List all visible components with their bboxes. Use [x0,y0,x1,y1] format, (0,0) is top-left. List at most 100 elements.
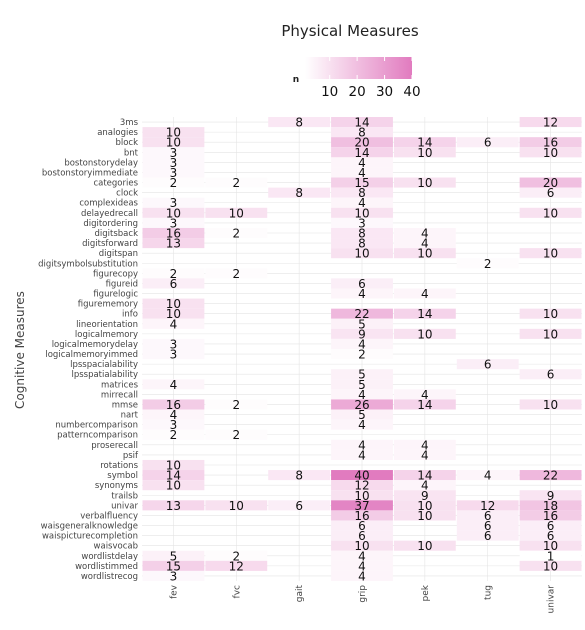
heatmap-cell [142,278,205,289]
heatmap-cell [331,338,393,349]
cell-value-label: 6 [547,529,555,543]
heatmap-cell [519,137,582,148]
cell-value-label: 8 [358,237,366,251]
y-tick-label: lpsspatialability [71,370,138,380]
heatmap-cell [331,500,393,511]
heatmap-cell [519,550,582,561]
heatmap-cell [331,308,393,319]
cell-value-label: 9 [358,327,366,341]
y-tick-label: bostonstorydelay [64,158,138,168]
y-tick-label: waispicturecompletion [42,532,138,542]
cell-value-label: 18 [543,499,558,513]
heatmap-cell [393,399,456,410]
y-tick-label: figurelogic [93,290,138,300]
heatmap-cell [142,308,205,319]
heatmap-cell [331,137,393,148]
cell-value-label: 8 [358,186,366,200]
cell-value-label: 10 [543,327,558,341]
x-tick-label: fvc [232,585,242,598]
heatmap-cell [331,480,393,491]
cell-value-label: 10 [417,146,432,160]
cell-value-label: 6 [484,509,492,523]
y-axis-title: Cognitive Measures [13,291,27,409]
heatmap-cell [331,530,393,541]
heatmap-cell [142,197,205,208]
heatmap-cell [331,389,393,400]
heatmap-cell [142,429,205,440]
heatmap-cell [519,470,582,481]
cell-value-label: 4 [484,469,492,483]
heatmap-cell [456,470,519,481]
heatmap-cell [331,470,393,481]
heatmap-cell [393,470,456,481]
heatmap-cell [205,268,268,279]
y-tick-label: digitsymbolsubstitution [38,259,138,269]
x-tick-label: grip [358,585,368,603]
cell-value-label: 6 [358,277,366,291]
heatmap-cell [142,470,205,481]
cell-value-label: 1 [547,549,555,563]
heatmap-cell [331,318,393,329]
heatmap-cell [393,147,456,158]
cell-value-label: 16 [543,509,558,523]
y-tick-label: lineorientation [76,320,138,330]
y-tick-label: digitsforward [82,239,138,249]
y-tick-label: synonyms [95,481,139,491]
cell-value-label: 3 [170,569,178,583]
heatmap-cell [142,338,205,349]
heatmap-cell [331,379,393,390]
heatmap-cell [331,520,393,531]
y-tick-label: bostonstoryimmediate [42,168,138,178]
cell-value-label: 8 [295,469,303,483]
cell-value-label: 6 [547,186,555,200]
y-axis-ticks: 3msanalogiesblockbntbostonstorydelaybost… [38,118,139,582]
cell-value-label: 8 [358,227,366,241]
x-tick-label: gait [295,585,305,603]
y-tick-label: bnt [124,148,139,158]
cell-value-label: 6 [547,519,555,533]
y-tick-label: figureid [106,279,138,289]
cell-value-label: 3 [170,166,178,180]
heatmap-cell [142,379,205,390]
heatmap-cell [205,500,268,511]
cell-value-label: 10 [417,247,432,261]
cell-value-label: 6 [358,529,366,543]
cell-value-label: 10 [417,539,432,553]
cell-value-label: 2 [232,428,240,442]
cell-value-label: 3 [170,337,178,351]
heatmap-cell [393,389,456,400]
cell-value-label: 10 [543,559,558,573]
heatmap-cell [331,157,393,168]
heatmap-cell [205,429,268,440]
cell-value-label: 6 [170,277,178,291]
heatmap-cell [519,248,582,259]
cell-value-label: 10 [417,499,432,513]
heatmap-cell [142,399,205,410]
cell-value-label: 10 [543,307,558,321]
cell-value-label: 10 [354,206,369,220]
heatmap-cell [268,500,331,511]
legend-title: n [293,75,299,85]
heatmap-cell [456,137,519,148]
y-tick-label: info [122,310,138,320]
y-tick-label: logicalmemory [75,330,138,340]
cell-value-label: 14 [354,116,369,130]
cell-value-label: 5 [170,549,178,563]
heatmap-cell [331,197,393,208]
cell-value-label: 10 [166,206,181,220]
y-tick-label: logicalmemorydelay [52,340,138,350]
heatmap-cell [331,560,393,571]
cell-value-label: 2 [232,398,240,412]
cell-value-label: 4 [358,438,366,452]
heatmap-cell [142,177,205,188]
cell-value-label: 10 [417,509,432,523]
heatmap-cell [268,470,331,481]
cell-value-label: 6 [358,519,366,533]
cell-value-label: 10 [543,539,558,553]
heatmap-cell [331,490,393,501]
cell-value-label: 12 [354,479,369,493]
cell-value-label: 4 [421,479,429,493]
y-tick-label: wordlistdelay [81,552,138,562]
cell-value-label: 13 [166,237,181,251]
heatmap-cell [519,187,582,198]
